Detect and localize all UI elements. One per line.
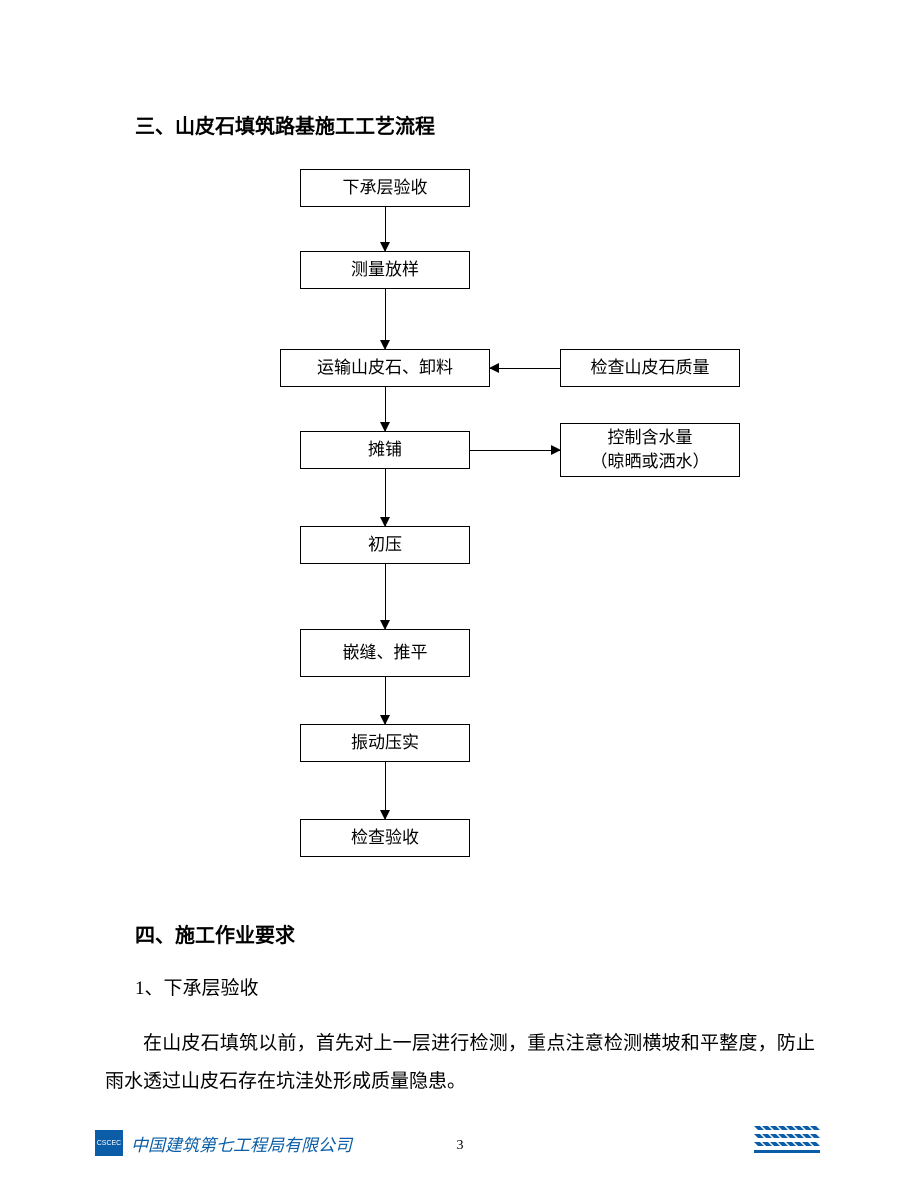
- company-name: 中国建筑第七工程局有限公司: [131, 1131, 352, 1156]
- flowchart-node: 控制含水量（晾晒或洒水）: [560, 423, 740, 477]
- flowchart-arrow: [385, 207, 386, 251]
- flowchart-arrow: [385, 289, 386, 349]
- flowchart-arrow: [385, 677, 386, 724]
- section-four-heading: 四、施工作业要求: [105, 919, 815, 948]
- flowchart-node: 测量放样: [300, 251, 470, 289]
- flowchart-node: 振动压实: [300, 724, 470, 762]
- subsection-1-heading: 1、下承层验收: [105, 973, 815, 1000]
- flowchart-arrow: [385, 762, 386, 819]
- flowchart: 下承层验收测量放样运输山皮石、卸料 检查山皮石质量摊铺 控制含水量（晾晒或洒水） 初压…: [160, 169, 760, 889]
- flowchart-node: 嵌缝、推平: [300, 629, 470, 677]
- flowchart-arrow: [385, 469, 386, 526]
- flowchart-node: 下承层验收: [300, 169, 470, 207]
- flowchart-arrow: [385, 387, 386, 431]
- flowchart-arrow: [385, 564, 386, 629]
- paragraph-1: 在山皮石填筑以前，首先对上一层进行检测，重点注意检测横坡和平整度，防止雨水透过山…: [105, 1025, 815, 1101]
- flowchart-node: 检查山皮石质量: [560, 349, 740, 387]
- flowchart-node: 检查验收: [300, 819, 470, 857]
- flowchart-node: 摊铺: [300, 431, 470, 469]
- page-footer: CSCEC 中国建筑第七工程局有限公司 3: [0, 1126, 920, 1156]
- company-logo-icon: CSCEC: [95, 1130, 123, 1156]
- flowchart-node: 初压: [300, 526, 470, 564]
- decorative-arrows-icon: [754, 1126, 820, 1156]
- flowchart-node: 运输山皮石、卸料: [280, 349, 490, 387]
- flowchart-arrow: [470, 450, 560, 451]
- flowchart-arrow: [490, 368, 560, 369]
- page-number: 3: [457, 1138, 464, 1154]
- section-three-heading: 三、山皮石填筑路基施工工艺流程: [105, 110, 815, 139]
